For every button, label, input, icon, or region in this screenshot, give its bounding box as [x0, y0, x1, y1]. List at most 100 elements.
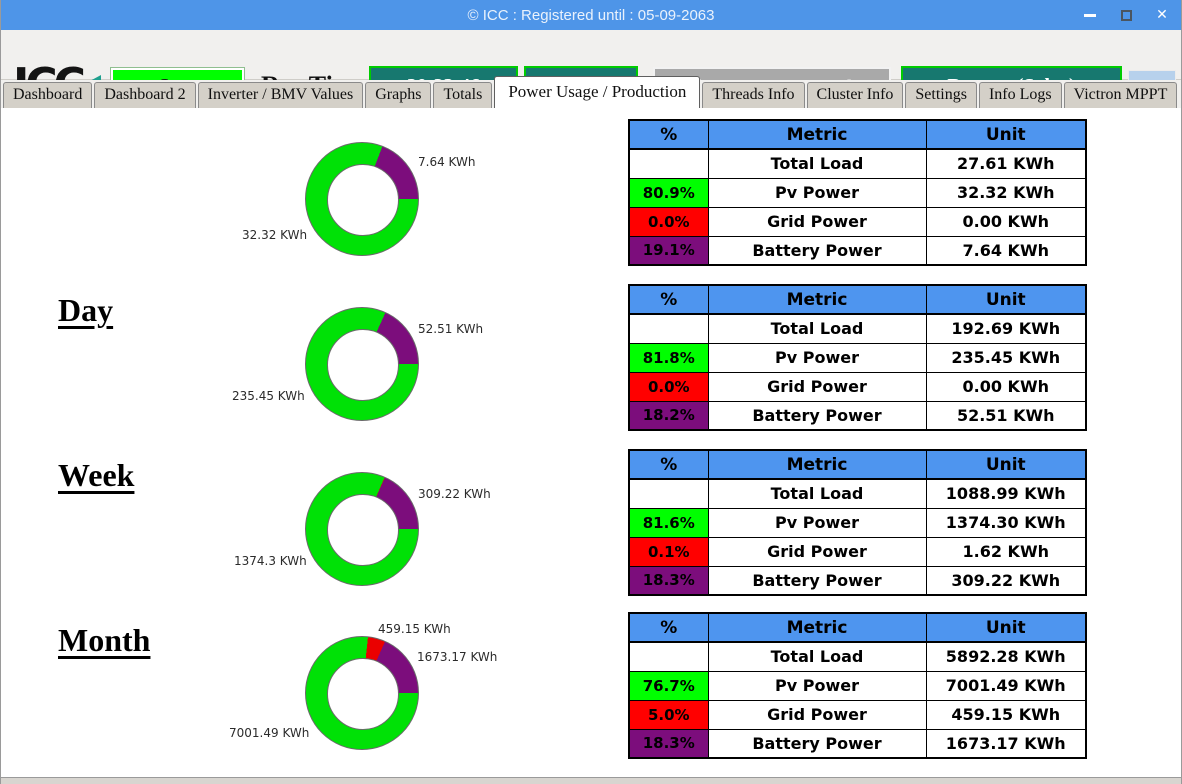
table-row: 0.0% Grid Power 0.00 KWh — [628, 371, 1087, 402]
table-day: % Metric Unit Total Load 27.61 KWh 80.9%… — [628, 119, 1087, 266]
table-header-row: % Metric Unit — [628, 284, 1087, 315]
tab-threads-info[interactable]: Threads Info — [702, 82, 805, 108]
table-row: 18.3% Battery Power 309.22 KWh — [628, 565, 1087, 596]
donut-label-week-pv: 235.45 KWh — [232, 389, 305, 403]
metric-total-load: Total Load — [707, 641, 927, 672]
toolbar: ICC Stop RunTime 30:23:46 PI: 45.1 °C Ch… — [1, 30, 1181, 107]
pct-battery-power: 18.3% — [628, 728, 709, 759]
table-row: 18.3% Battery Power 1673.17 KWh — [628, 728, 1087, 759]
tab-cluster-info[interactable]: Cluster Info — [806, 82, 904, 108]
table-row: Total Load 27.61 KWh — [628, 148, 1087, 179]
unit-pv-power: 235.45 KWh — [925, 342, 1087, 373]
period-label-day: Day — [58, 292, 114, 328]
tab-totals[interactable]: Totals — [433, 82, 493, 108]
tab-power-usage-production[interactable]: Power Usage / Production — [494, 76, 701, 108]
unit-total-load: 27.61 KWh — [925, 148, 1087, 179]
maximize-icon[interactable] — [1115, 4, 1137, 26]
minimize-icon[interactable] — [1079, 4, 1101, 26]
pct-total-load — [628, 641, 709, 672]
table-row: 0.1% Grid Power 1.62 KWh — [628, 536, 1087, 567]
metric-battery-power: Battery Power — [707, 728, 927, 759]
table-row: Total Load 192.69 KWh — [628, 313, 1087, 344]
table-row: 80.9% Pv Power 32.32 KWh — [628, 177, 1087, 208]
tab-graphs[interactable]: Graphs — [365, 82, 432, 108]
donut-chart-day — [305, 142, 419, 256]
unit-pv-power: 1374.30 KWh — [925, 507, 1087, 538]
tab-info-logs[interactable]: Info Logs — [978, 82, 1062, 108]
period-label-week: Week — [58, 457, 135, 493]
donut-chart-week — [305, 307, 419, 421]
unit-battery-power: 52.51 KWh — [925, 400, 1087, 431]
table-row: 18.2% Battery Power 52.51 KWh — [628, 400, 1087, 431]
donut-label-day-battery: 7.64 KWh — [418, 155, 476, 169]
metric-pv-power: Pv Power — [707, 507, 927, 538]
tab-dashboard[interactable]: Dashboard — [3, 82, 93, 108]
donut-chart-month — [305, 472, 419, 586]
donut-label-week-battery: 52.51 KWh — [418, 322, 484, 336]
pct-grid-power: 0.1% — [628, 536, 709, 567]
metric-grid-power: Grid Power — [707, 206, 927, 237]
unit-grid-power: 459.15 KWh — [925, 699, 1087, 730]
donut-label-year-battery: 1673.17 KWh — [417, 650, 498, 664]
table-row: 81.6% Pv Power 1374.30 KWh — [628, 507, 1087, 538]
pct-pv-power: 81.8% — [628, 342, 709, 373]
header-pct: % — [628, 449, 709, 480]
header-pct: % — [628, 284, 709, 315]
unit-battery-power: 1673.17 KWh — [925, 728, 1087, 759]
table-row: 19.1% Battery Power 7.64 KWh — [628, 235, 1087, 266]
metric-total-load: Total Load — [707, 313, 927, 344]
status-bar — [1, 777, 1181, 784]
unit-battery-power: 309.22 KWh — [925, 565, 1087, 596]
pct-battery-power: 19.1% — [628, 235, 709, 266]
pct-grid-power: 0.0% — [628, 206, 709, 237]
unit-total-load: 192.69 KWh — [925, 313, 1087, 344]
table-month: % Metric Unit Total Load 1088.99 KWh 81.… — [628, 449, 1087, 596]
table-header-row: % Metric Unit — [628, 119, 1087, 150]
table-row: 5.0% Grid Power 459.15 KWh — [628, 699, 1087, 730]
table-row: Total Load 1088.99 KWh — [628, 478, 1087, 509]
header-metric: Metric — [707, 612, 927, 643]
unit-total-load: 5892.28 KWh — [925, 641, 1087, 672]
header-unit: Unit — [925, 612, 1087, 643]
unit-grid-power: 0.00 KWh — [925, 371, 1087, 402]
donut-chart-year — [305, 636, 419, 750]
header-unit: Unit — [925, 119, 1087, 150]
pct-battery-power: 18.2% — [628, 400, 709, 431]
header-metric: Metric — [707, 449, 927, 480]
donut-label-year-grid: 459.15 KWh — [378, 622, 451, 636]
tab-dashboard-2[interactable]: Dashboard 2 — [94, 82, 196, 108]
close-icon[interactable]: ✕ — [1156, 7, 1168, 23]
table-week: % Metric Unit Total Load 192.69 KWh 81.8… — [628, 284, 1087, 431]
pct-total-load — [628, 148, 709, 179]
pct-grid-power: 5.0% — [628, 699, 709, 730]
table-row: 76.7% Pv Power 7001.49 KWh — [628, 670, 1087, 701]
table-row: 0.0% Grid Power 0.00 KWh — [628, 206, 1087, 237]
header-pct: % — [628, 612, 709, 643]
donut-label-month-pv: 1374.3 KWh — [234, 554, 307, 568]
metric-battery-power: Battery Power — [707, 235, 927, 266]
metric-pv-power: Pv Power — [707, 177, 927, 208]
pct-total-load — [628, 478, 709, 509]
window-title: © ICC : Registered until : 05-09-2063 — [467, 6, 715, 24]
metric-battery-power: Battery Power — [707, 400, 927, 431]
metric-grid-power: Grid Power — [707, 371, 927, 402]
pct-grid-power: 0.0% — [628, 371, 709, 402]
unit-grid-power: 0.00 KWh — [925, 206, 1087, 237]
window-controls: ✕ — [1079, 0, 1173, 30]
metric-pv-power: Pv Power — [707, 670, 927, 701]
unit-grid-power: 1.62 KWh — [925, 536, 1087, 567]
tab-bar: Dashboard Dashboard 2 Inverter / BMV Val… — [1, 76, 1181, 108]
pct-pv-power: 76.7% — [628, 670, 709, 701]
metric-total-load: Total Load — [707, 478, 927, 509]
pct-pv-power: 81.6% — [628, 507, 709, 538]
header-metric: Metric — [707, 284, 927, 315]
main-content: Day 7.64 KWh 32.32 KWh % Metric Unit Tot… — [1, 108, 1181, 777]
header-metric: Metric — [707, 119, 927, 150]
tab-settings[interactable]: Settings — [905, 82, 977, 108]
tab-inverter-bmv-values[interactable]: Inverter / BMV Values — [197, 82, 364, 108]
metric-battery-power: Battery Power — [707, 565, 927, 596]
tab-victron-mppt[interactable]: Victron MPPT — [1063, 82, 1178, 108]
pct-battery-power: 18.3% — [628, 565, 709, 596]
table-year: % Metric Unit Total Load 5892.28 KWh 76.… — [628, 612, 1087, 759]
unit-total-load: 1088.99 KWh — [925, 478, 1087, 509]
